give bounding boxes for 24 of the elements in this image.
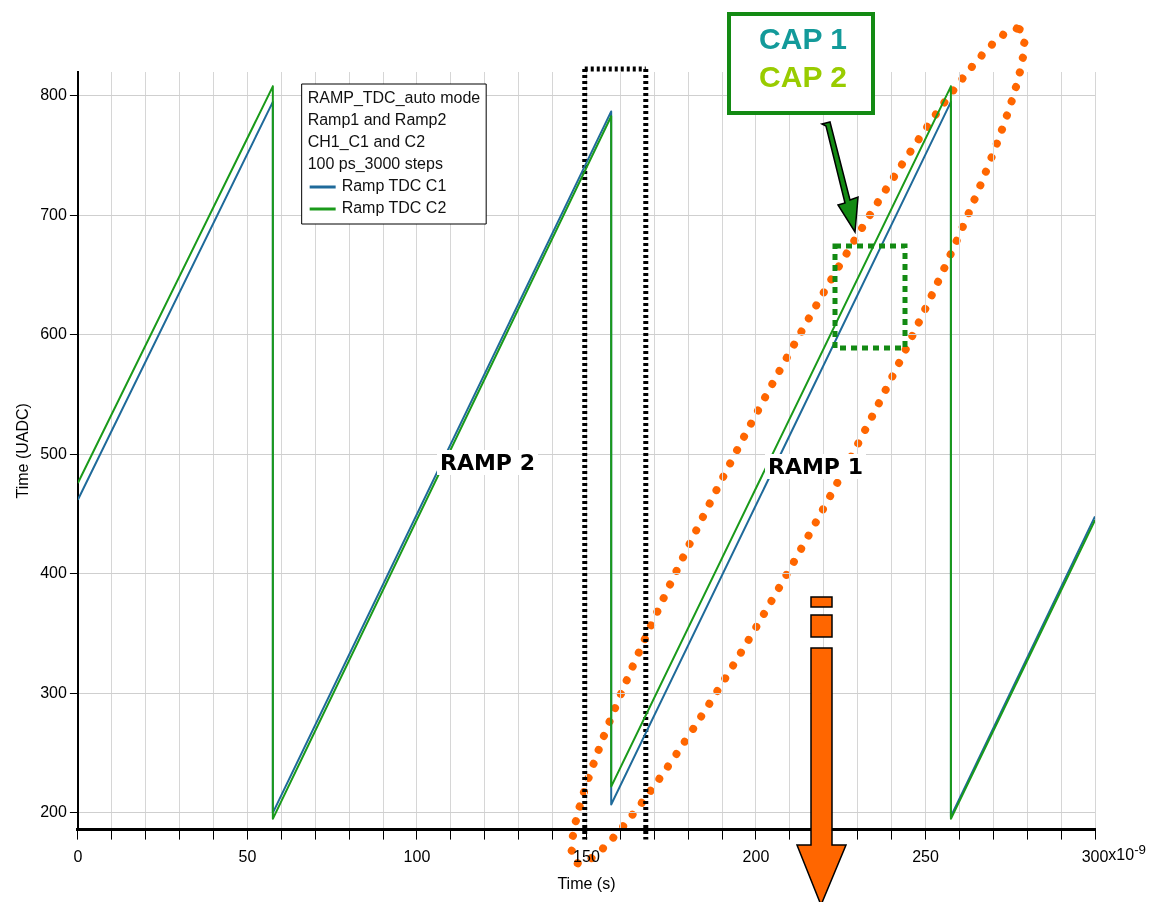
annotation: RAMP 1 bbox=[765, 454, 866, 479]
text: x10$^{-9}$ bbox=[1108, 841, 1146, 864]
x-tick-label: 100 bbox=[403, 847, 431, 865]
annotation: CAP 2 bbox=[758, 60, 848, 94]
x-tick-label: 0 bbox=[73, 847, 83, 865]
y-tick-label: 300 bbox=[40, 683, 67, 701]
x-tick-label: 50 bbox=[238, 847, 257, 865]
y-tick-label: 600 bbox=[40, 325, 67, 343]
x-tick-label: 300 bbox=[1081, 847, 1109, 865]
legend-title: RAMP_TDC_auto mode Ramp1 and Ramp2 CH1_C1 and C2 100 ps_3000 steps bbox=[307, 89, 481, 174]
legend-label: Ramp TDC C2 bbox=[341, 199, 447, 217]
y-tick-label: 200 bbox=[40, 803, 67, 821]
y-tick-label: 400 bbox=[40, 564, 67, 582]
x-tick-label: 150 bbox=[573, 847, 600, 865]
text: CAP 1 bbox=[758, 22, 848, 56]
y-tick-label: 700 bbox=[40, 205, 67, 223]
x-tick-label: 250 bbox=[912, 847, 939, 865]
y-tick-label: 500 bbox=[40, 444, 67, 462]
legend-label: Ramp TDC C1 bbox=[341, 177, 447, 195]
y-tick-label: 800 bbox=[40, 86, 67, 104]
annotation: RAMP 2 bbox=[437, 450, 538, 475]
x-axis-title: Time (s) bbox=[557, 874, 616, 892]
x-tick-label: 200 bbox=[742, 847, 770, 865]
y-axis-title: Time (UADC) bbox=[14, 403, 32, 499]
